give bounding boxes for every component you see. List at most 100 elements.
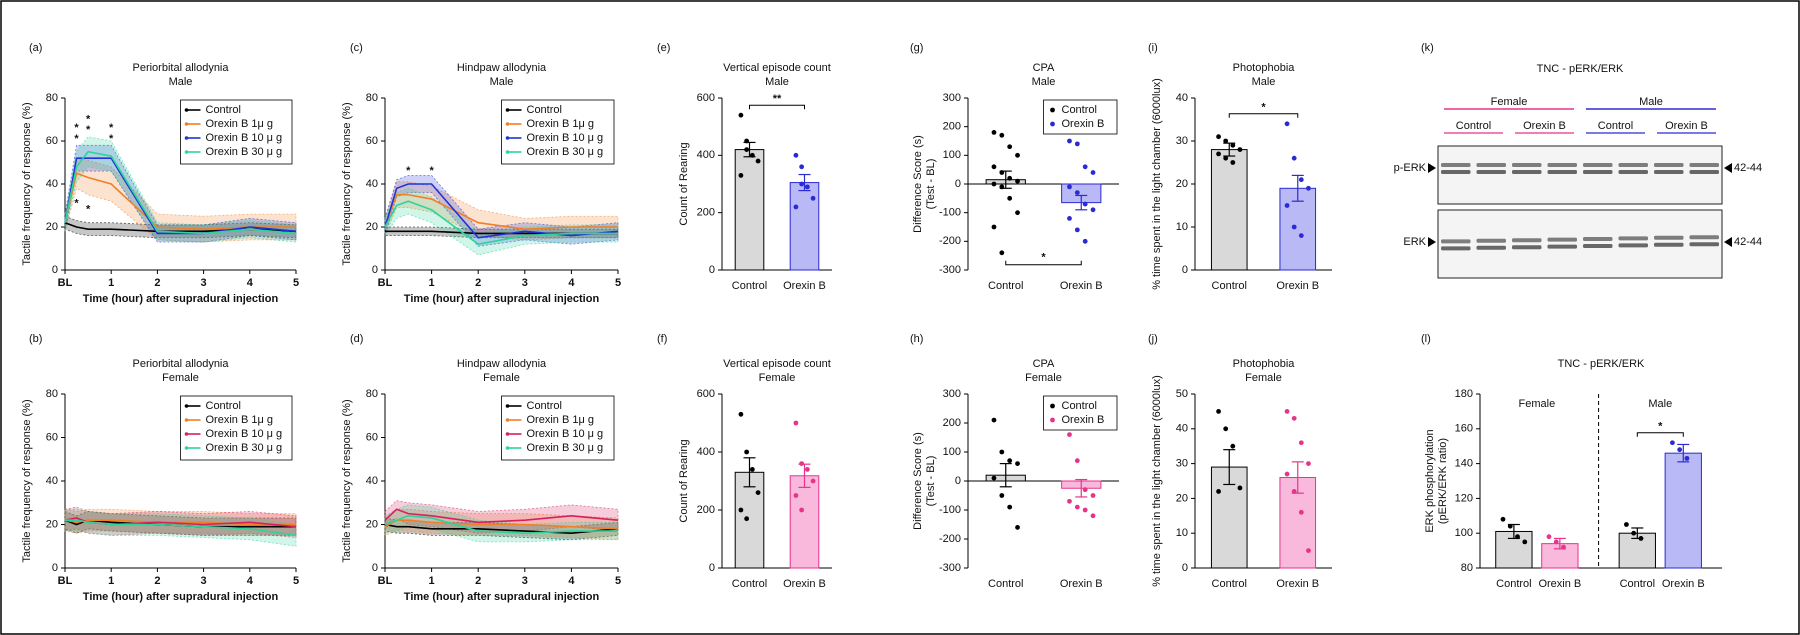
data-point bbox=[1684, 455, 1690, 461]
data-point bbox=[1553, 539, 1559, 545]
blot-band bbox=[1689, 242, 1719, 247]
y-tick-label: 600 bbox=[697, 92, 715, 104]
data-point bbox=[1306, 461, 1311, 466]
x-tick-label: 4 bbox=[247, 575, 254, 587]
series-line bbox=[384, 523, 619, 535]
chart-subtitle: Male bbox=[1252, 76, 1276, 88]
y-tick-label: 60 bbox=[46, 135, 58, 147]
data-point bbox=[1090, 207, 1096, 213]
y-tick-label: 20 bbox=[366, 221, 378, 233]
legend-label: Orexin B 1μ g bbox=[206, 118, 273, 130]
data-point bbox=[738, 411, 744, 417]
data-point bbox=[991, 224, 997, 230]
lane-label: Orexin B bbox=[1665, 120, 1708, 132]
annotation: * bbox=[86, 124, 91, 136]
x-tick-label: 4 bbox=[568, 277, 575, 289]
data-point bbox=[1677, 447, 1683, 453]
legend-swatch-dot bbox=[505, 404, 510, 408]
y-tick-label: 180 bbox=[1455, 388, 1473, 400]
blot-band bbox=[1512, 245, 1542, 250]
y-tick-label: 20 bbox=[46, 518, 58, 530]
y-tick-label: 0 bbox=[52, 264, 58, 276]
data-point bbox=[810, 195, 816, 201]
data-point bbox=[738, 112, 744, 118]
blot-band bbox=[1689, 170, 1719, 174]
chart-title: CPA bbox=[1033, 62, 1055, 74]
y-axis-label: Difference Score (s) bbox=[912, 135, 924, 233]
y-tick-label: 300 bbox=[943, 92, 961, 104]
blot-band bbox=[1618, 163, 1648, 167]
data-point bbox=[1216, 134, 1221, 140]
y-tick-label: 40 bbox=[1176, 423, 1188, 435]
x-tick-label: Control bbox=[1620, 578, 1655, 590]
blot-band bbox=[1583, 163, 1613, 167]
blot-band bbox=[1441, 246, 1471, 251]
blot-band bbox=[1689, 235, 1719, 240]
data-point bbox=[999, 184, 1005, 190]
row-arrow bbox=[1428, 237, 1436, 247]
x-tick-label: 3 bbox=[522, 575, 528, 587]
data-point bbox=[1515, 534, 1520, 540]
y-tick-label: 400 bbox=[697, 446, 715, 458]
data-point bbox=[744, 138, 750, 144]
data-point bbox=[1669, 440, 1675, 446]
group-label: Male bbox=[1639, 96, 1663, 108]
data-point bbox=[1223, 138, 1229, 144]
chart-title: Photophobia bbox=[1233, 358, 1296, 370]
y-tick-label: 140 bbox=[1455, 458, 1473, 470]
chart-title: Vertical episode count bbox=[723, 62, 831, 74]
x-tick-label: 2 bbox=[475, 277, 481, 289]
blot-band bbox=[1654, 242, 1684, 247]
data-point bbox=[999, 132, 1005, 138]
panel-label: (e) bbox=[657, 42, 670, 54]
data-point bbox=[810, 478, 816, 484]
error-band bbox=[64, 136, 297, 243]
y-axis-label: % time spent in the light chamber (6000l… bbox=[1151, 375, 1163, 587]
legend-label: Orexin B 10 μ g bbox=[527, 428, 604, 440]
annotation: * bbox=[109, 133, 114, 145]
x-tick-label: 5 bbox=[293, 575, 299, 587]
x-tick-label: 5 bbox=[293, 277, 299, 289]
series-line bbox=[64, 150, 297, 235]
x-tick-label: Orexin B bbox=[1662, 578, 1705, 590]
blot-band bbox=[1476, 163, 1506, 167]
data-point bbox=[1082, 164, 1088, 170]
y-tick-label: 0 bbox=[955, 475, 961, 487]
x-tick-label: 1 bbox=[108, 575, 114, 587]
data-point bbox=[1291, 415, 1297, 421]
y-tick-label: 100 bbox=[1455, 527, 1473, 539]
data-point bbox=[1007, 144, 1013, 150]
legend-label: Control bbox=[206, 400, 241, 412]
legend-swatch-dot bbox=[184, 446, 189, 450]
y-tick-label: 20 bbox=[46, 221, 58, 233]
x-tick-label: Control bbox=[1212, 280, 1247, 292]
data-point bbox=[1561, 544, 1566, 550]
row-label: ERK bbox=[1403, 236, 1426, 248]
y-tick-label: 100 bbox=[943, 149, 961, 161]
data-point bbox=[1223, 155, 1229, 161]
data-point bbox=[1082, 487, 1088, 493]
chart-title: Hindpaw allodynia bbox=[457, 62, 547, 74]
legend-label: Control bbox=[206, 104, 241, 116]
data-point bbox=[1306, 185, 1311, 191]
data-point bbox=[804, 467, 810, 472]
data-point bbox=[991, 181, 997, 187]
data-point bbox=[1067, 498, 1072, 504]
data-point bbox=[1223, 426, 1229, 432]
data-point bbox=[1230, 443, 1236, 449]
panel-label: (j) bbox=[1148, 333, 1158, 345]
x-tick-label: Control bbox=[1496, 578, 1531, 590]
x-tick-label: Control bbox=[732, 280, 767, 292]
data-point bbox=[799, 164, 805, 170]
data-point bbox=[1237, 485, 1243, 491]
data-point bbox=[738, 507, 744, 513]
y-tick-label: -100 bbox=[939, 207, 961, 219]
data-point bbox=[1546, 534, 1552, 540]
y-tick-label: 40 bbox=[366, 178, 378, 190]
lane-label: Control bbox=[1598, 120, 1633, 132]
x-tick-label: Orexin B bbox=[783, 280, 826, 292]
y-tick-label: 200 bbox=[943, 121, 961, 133]
data-point bbox=[1298, 233, 1304, 239]
data-point bbox=[1074, 190, 1080, 196]
y-tick-label: 200 bbox=[697, 207, 715, 219]
